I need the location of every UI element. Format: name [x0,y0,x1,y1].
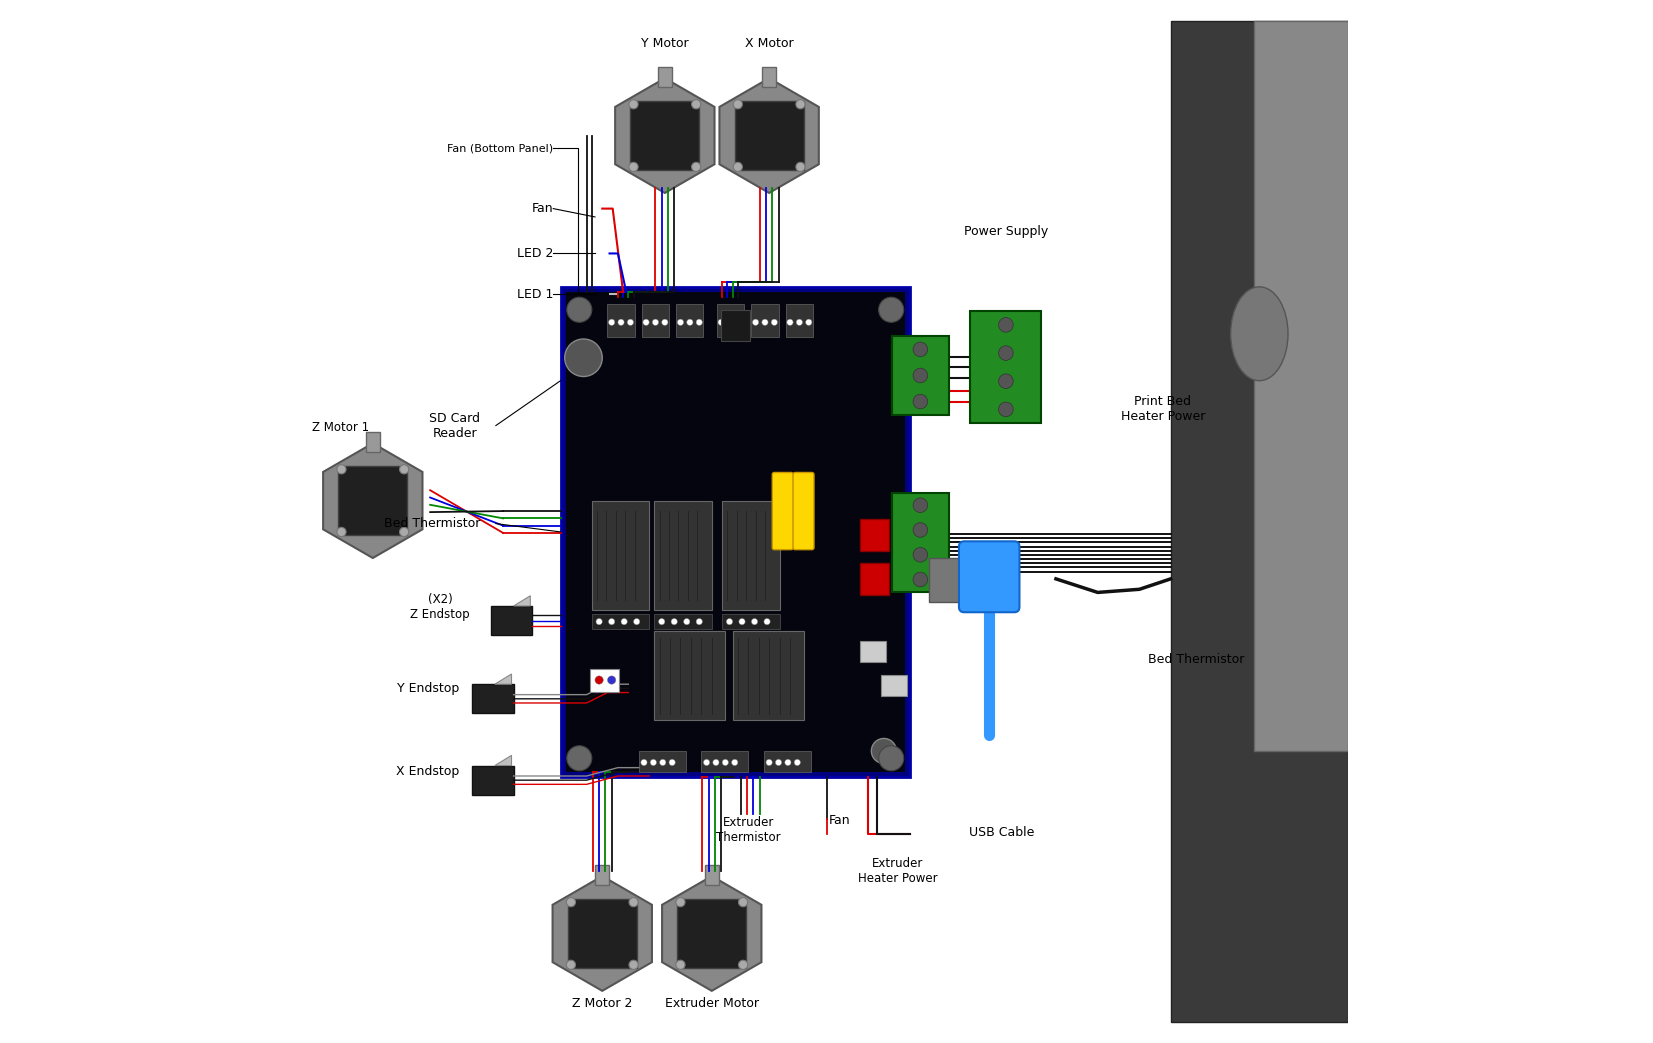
Circle shape [998,403,1013,417]
Circle shape [684,618,689,625]
Circle shape [628,100,638,108]
Circle shape [785,759,792,766]
Circle shape [686,319,693,325]
Bar [641,304,669,337]
Circle shape [626,319,633,325]
Bar [1170,21,1347,1022]
Bar [929,558,967,602]
Bar [607,304,635,337]
Circle shape [704,759,709,766]
Circle shape [641,759,646,766]
Bar [764,751,812,772]
Bar [752,304,779,337]
Circle shape [879,746,904,771]
Polygon shape [322,443,423,558]
Bar [491,606,532,635]
Circle shape [691,100,701,108]
Circle shape [739,961,747,969]
Circle shape [795,100,805,108]
Polygon shape [630,101,699,170]
Circle shape [567,898,575,906]
Bar [471,766,514,795]
Circle shape [628,163,638,171]
Bar [721,310,750,341]
Circle shape [676,898,684,906]
Circle shape [567,961,575,969]
Bar [590,669,618,692]
Circle shape [752,319,759,325]
Bar [860,519,889,551]
Bar [655,614,712,629]
Polygon shape [569,899,636,968]
Circle shape [660,759,666,766]
Circle shape [567,297,592,322]
Circle shape [722,759,729,766]
Circle shape [912,394,927,409]
Circle shape [732,759,737,766]
Bar [676,304,704,337]
Bar [881,675,907,696]
Circle shape [650,759,656,766]
Circle shape [630,898,638,906]
Circle shape [400,465,408,474]
Text: X Motor: X Motor [746,38,793,50]
Circle shape [765,759,772,766]
Text: USB Cable: USB Cable [969,826,1035,839]
Circle shape [643,319,650,325]
Circle shape [912,498,927,512]
Circle shape [998,317,1013,333]
Circle shape [669,759,676,766]
Bar [701,751,749,772]
FancyBboxPatch shape [772,472,793,550]
Bar [717,304,744,337]
Polygon shape [678,899,746,968]
Circle shape [607,676,617,684]
Text: Fan: Fan [828,815,850,827]
Circle shape [734,100,742,108]
Circle shape [734,163,742,171]
Polygon shape [514,596,531,606]
Circle shape [752,618,757,625]
Circle shape [912,368,927,383]
Polygon shape [615,78,714,193]
Bar [860,641,886,662]
Circle shape [658,618,665,625]
Text: Extruder Motor: Extruder Motor [665,997,759,1010]
Circle shape [717,319,724,325]
Circle shape [630,961,638,969]
Circle shape [595,676,603,684]
Circle shape [671,618,678,625]
Circle shape [912,573,927,587]
Circle shape [653,319,658,325]
FancyBboxPatch shape [793,472,813,550]
Text: LED 1: LED 1 [517,288,554,300]
Bar [891,493,949,592]
Circle shape [608,319,615,325]
Text: Y Endstop: Y Endstop [397,682,460,695]
Circle shape [567,746,592,771]
Text: Bed Thermistor: Bed Thermistor [383,517,481,530]
Circle shape [772,319,777,325]
Circle shape [775,759,782,766]
Circle shape [678,319,684,325]
Ellipse shape [1231,287,1288,381]
Text: Power Supply: Power Supply [964,225,1048,238]
Circle shape [691,163,701,171]
Circle shape [400,528,408,536]
Bar [638,751,686,772]
Text: (X2)
Z Endstop: (X2) Z Endstop [410,593,469,621]
FancyBboxPatch shape [959,541,1020,612]
Bar [592,501,650,610]
Circle shape [622,618,626,625]
Polygon shape [663,876,762,991]
Circle shape [727,319,734,325]
Bar [722,501,780,610]
Circle shape [871,738,896,763]
Bar [560,287,909,777]
Bar [860,563,889,595]
Bar [655,501,712,610]
Circle shape [608,618,615,625]
Circle shape [739,618,746,625]
Circle shape [633,618,640,625]
Circle shape [912,523,927,537]
